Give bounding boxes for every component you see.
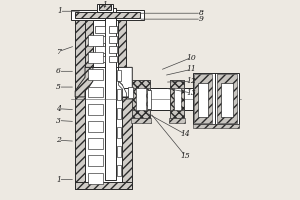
Bar — [99, 4, 111, 10]
Text: 11: 11 — [187, 65, 196, 73]
Bar — [105, 8, 116, 180]
Bar — [116, 70, 122, 81]
Bar — [75, 182, 132, 189]
Bar — [147, 90, 151, 109]
Text: 15: 15 — [181, 152, 190, 160]
Bar — [193, 73, 239, 124]
Bar — [170, 80, 184, 118]
Text: 2: 2 — [56, 136, 61, 144]
Text: 3: 3 — [56, 117, 61, 125]
Text: 8: 8 — [199, 9, 204, 17]
Bar — [109, 56, 116, 62]
Bar — [170, 80, 184, 88]
Bar — [217, 74, 237, 123]
Bar — [88, 104, 103, 115]
Bar — [88, 69, 103, 80]
Bar — [132, 110, 150, 118]
Bar — [75, 12, 140, 18]
Bar — [88, 138, 103, 149]
Bar — [198, 83, 208, 117]
Bar — [97, 4, 112, 12]
Bar — [194, 74, 212, 123]
Bar — [116, 146, 122, 157]
Bar — [95, 36, 105, 43]
Bar — [181, 88, 184, 110]
Bar — [128, 87, 133, 98]
Text: 14: 14 — [181, 130, 190, 138]
Bar — [85, 20, 93, 67]
Bar — [193, 124, 239, 128]
Bar — [131, 118, 151, 123]
Text: 1: 1 — [102, 1, 107, 9]
Bar — [95, 46, 105, 53]
Bar — [132, 88, 136, 110]
Text: 6: 6 — [56, 67, 61, 75]
Text: 4: 4 — [56, 105, 61, 113]
Bar — [93, 20, 118, 67]
Bar — [95, 26, 105, 33]
Polygon shape — [118, 81, 126, 97]
Bar — [132, 80, 150, 118]
Bar — [221, 83, 233, 117]
Bar — [146, 88, 150, 110]
Bar — [132, 80, 150, 88]
Bar — [116, 127, 122, 138]
Bar — [88, 173, 103, 184]
Text: 1: 1 — [57, 7, 62, 15]
Text: 5: 5 — [56, 83, 61, 91]
Bar — [118, 20, 126, 67]
Text: 1: 1 — [56, 176, 61, 184]
Polygon shape — [118, 67, 132, 97]
Bar — [116, 108, 122, 119]
Text: 9: 9 — [199, 15, 204, 23]
Bar — [71, 10, 144, 20]
Text: 10: 10 — [187, 54, 196, 62]
Bar — [109, 26, 116, 33]
Bar — [88, 121, 103, 132]
Text: 12: 12 — [187, 77, 196, 85]
Bar — [88, 155, 103, 166]
Bar — [85, 18, 122, 189]
Polygon shape — [75, 67, 93, 97]
Bar — [109, 36, 116, 43]
Bar — [88, 87, 103, 97]
Bar — [169, 118, 185, 123]
Bar — [95, 56, 105, 62]
Bar — [116, 89, 122, 100]
Bar — [75, 18, 85, 189]
Text: 13: 13 — [187, 89, 196, 97]
Bar — [170, 110, 184, 118]
Bar — [170, 88, 174, 110]
Text: 7: 7 — [56, 48, 61, 56]
Bar — [88, 35, 103, 46]
Bar — [122, 97, 132, 189]
Bar — [116, 165, 122, 176]
Bar — [132, 88, 239, 110]
Bar — [88, 52, 103, 63]
Bar — [109, 46, 116, 53]
